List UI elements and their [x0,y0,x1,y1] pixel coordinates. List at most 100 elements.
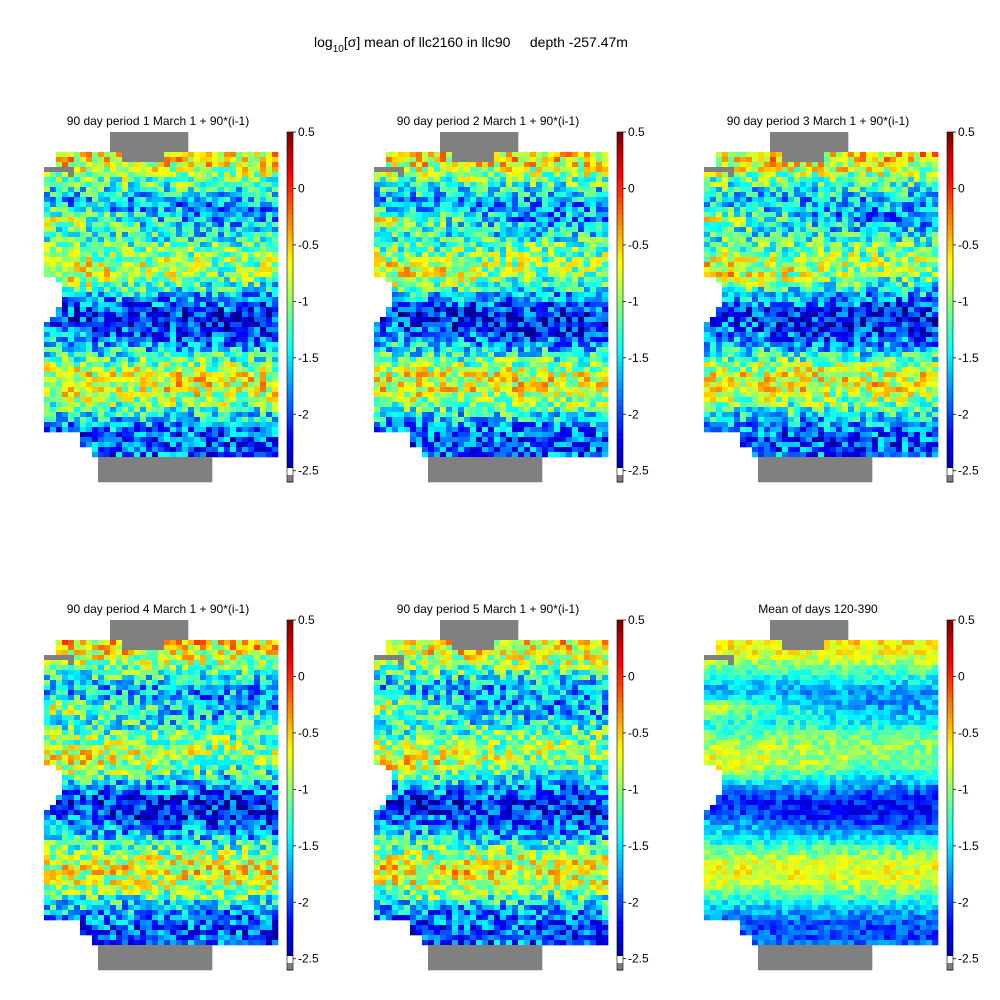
heatmap-cell [128,422,135,428]
heatmap-cell [536,167,543,173]
heatmap-cell [488,427,495,433]
heatmap-cell [404,252,411,258]
heatmap-cell [134,252,141,258]
heatmap-cell [416,207,423,213]
heatmap-cell [260,192,267,198]
heatmap-cell [254,392,261,398]
heatmap-cell [254,272,261,278]
heatmap-cell [140,187,147,193]
heatmap-cell [110,347,117,353]
heatmap-cell [92,217,99,223]
heatmap-cell [404,292,411,298]
heatmap-cell [452,282,459,288]
heatmap-cell [506,457,513,463]
heatmap-cell [146,342,153,348]
heatmap-cell [254,422,261,428]
heatmap-cell [386,217,393,223]
heatmap-cell [158,187,165,193]
heatmap-cell [56,187,63,193]
heatmap-cell [236,302,243,308]
heatmap-cell [524,332,531,338]
heatmap-cell [188,342,195,348]
heatmap-cell [374,222,381,228]
colorbar-segment [287,378,293,385]
heatmap-cell [194,197,201,203]
heatmap-cell [200,457,207,463]
heatmap-cell [206,287,213,293]
heatmap-cell [512,252,519,258]
heatmap-cell [476,397,483,403]
heatmap-cell [116,432,123,438]
heatmap-cell [554,367,561,373]
heatmap-cell [248,277,255,283]
heatmap-cell [98,462,105,468]
heatmap-cell [572,192,579,198]
heatmap-cell [422,242,429,248]
heatmap-cell [272,427,279,433]
heatmap-cell [266,337,273,343]
heatmap-cell [164,177,171,183]
heatmap-cell [494,442,501,448]
colorbar-segment [287,137,293,144]
heatmap-cell [170,472,177,478]
heatmap-cell [572,267,579,273]
heatmap-cell [572,352,579,358]
heatmap-cell [554,242,561,248]
heatmap-cell [446,312,453,318]
heatmap-cell [434,162,441,168]
heatmap-cell [212,337,219,343]
heatmap-cell [422,287,429,293]
heatmap-cell [476,142,483,148]
heatmap-cell [440,257,447,263]
heatmap-cell [506,307,513,313]
heatmap-cell [182,182,189,188]
heatmap-cell [476,432,483,438]
heatmap-cell [428,387,435,393]
heatmap-cell [464,222,471,228]
heatmap-cell [440,372,447,378]
heatmap-cell [416,407,423,413]
heatmap-cell [410,302,417,308]
heatmap-cell [236,272,243,278]
heatmap-cell [242,207,249,213]
heatmap-cell [50,362,57,368]
heatmap-cell [434,457,441,463]
heatmap-cell [68,237,75,243]
heatmap-cell [176,242,183,248]
heatmap-cell [92,232,99,238]
heatmap-cell [212,412,219,418]
heatmap-cell [446,332,453,338]
heatmap-cell [572,357,579,363]
heatmap-cell [164,447,171,453]
heatmap-cell [422,197,429,203]
heatmap-cell [542,207,549,213]
heatmap-cell [62,267,69,273]
heatmap-cell [170,217,177,223]
heatmap-cell [476,287,483,293]
heatmap-cell [188,337,195,343]
heatmap-cell [470,322,477,328]
heatmap-cell [146,347,153,353]
heatmap-cell [200,437,207,443]
heatmap-cell [170,212,177,218]
heatmap-cell [134,402,141,408]
heatmap-cell [86,267,93,273]
heatmap-cell [512,427,519,433]
heatmap-cell [386,182,393,188]
heatmap-cell [110,262,117,268]
heatmap-cell [74,217,81,223]
heatmap-cell [56,237,63,243]
heatmap-cell [230,317,237,323]
heatmap-cell [224,442,231,448]
heatmap-cell [566,442,573,448]
heatmap-cell [86,257,93,263]
heatmap-cell [542,237,549,243]
heatmap-cell [590,337,597,343]
heatmap-cell [248,217,255,223]
heatmap-cell [560,177,567,183]
heatmap-cell [494,342,501,348]
heatmap-cell [530,232,537,238]
heatmap-cell [188,452,195,458]
heatmap-cell [542,312,549,318]
heatmap-cell [440,352,447,358]
